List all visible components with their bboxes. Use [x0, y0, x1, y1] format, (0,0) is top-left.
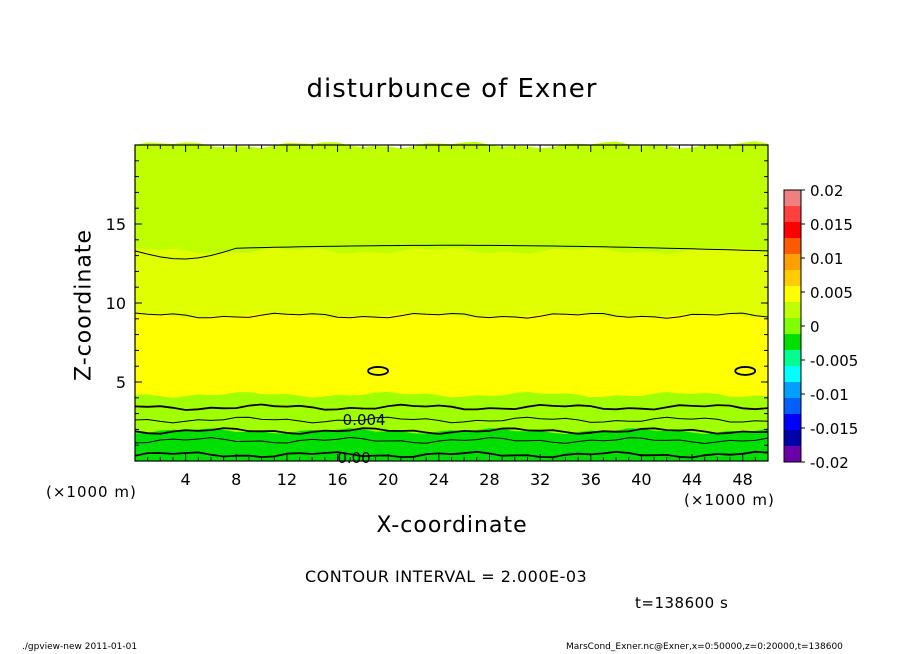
x-tick-label: 16	[327, 470, 347, 489]
colorbar-tick-label: 0	[810, 318, 820, 336]
x-tick-label: 44	[682, 470, 702, 489]
footer-program: ./gpview-new 2011-01-01	[22, 642, 138, 652]
x-tick-label: 12	[277, 470, 297, 489]
contour-line-layer	[134, 244, 769, 459]
x-axis-label: X-coordinate	[376, 513, 528, 538]
x-tick-label: 40	[631, 470, 651, 489]
time-stamp: t=138600 s	[635, 594, 729, 612]
colorbar-tick-label: -0.005	[810, 352, 858, 370]
contour-line	[134, 403, 769, 411]
colorbar-tick-label: 0.02	[810, 182, 843, 200]
colorbar-swatch	[784, 318, 801, 335]
colorbar-swatch	[784, 206, 801, 223]
colorbar-swatch	[784, 414, 801, 431]
colorbar-swatch	[784, 286, 801, 303]
contour-label-layer: 0.004 0.00	[337, 411, 385, 467]
colorbar-tick-label: 0.005	[810, 284, 853, 302]
colorbar-tick-label: -0.01	[810, 386, 849, 404]
colorbar-swatch	[784, 222, 801, 239]
y-axis-label: Z-coordinate	[71, 229, 97, 381]
colorbar-swatch	[784, 238, 801, 255]
x-tick-label: 20	[378, 470, 398, 489]
colorbar-tick-label: 0.015	[810, 216, 853, 234]
closed-contour	[734, 366, 757, 376]
colorbar-swatch	[784, 254, 801, 271]
colorbar-swatch	[784, 270, 801, 287]
colorbar-swatch	[784, 430, 801, 447]
colorbar-tick-label: -0.015	[810, 420, 858, 438]
y-tick-label: 10	[106, 294, 126, 313]
x-tick-label: 4	[181, 470, 191, 489]
chart-title: disturbunce of Exner	[306, 74, 598, 104]
contour-line	[134, 436, 769, 445]
colorbar-swatch	[784, 398, 801, 415]
footer-source: MarsCond_Exner.nc@Exner,x=0:50000,z=0:20…	[566, 642, 843, 652]
colorbar-swatch	[784, 334, 801, 351]
colorbar-tick-label: 0.01	[810, 250, 843, 268]
contour-line	[134, 416, 769, 424]
y-tick-label: 5	[116, 373, 126, 392]
colorbar-swatch	[784, 302, 801, 319]
contour-line	[134, 427, 769, 435]
contour-label: 0.004	[343, 411, 386, 429]
colorbar-swatch	[784, 382, 801, 399]
contour-fill-layer	[135, 141, 768, 462]
contour-label: 0.00	[337, 449, 370, 467]
x-tick-label: 36	[581, 470, 601, 489]
y-tick-label: 15	[106, 215, 126, 234]
x-tick-label: 32	[530, 470, 550, 489]
colorbar-swatch	[784, 446, 801, 463]
x-tick-label: 48	[733, 470, 753, 489]
y-axis: 5 10 15	[106, 160, 768, 446]
x-tick-label: 8	[231, 470, 241, 489]
colorbar-swatch	[784, 350, 801, 367]
colorbar-swatch	[784, 366, 801, 383]
x-axis: 4 8 12 16 20 24 28 32 36 40 44 48	[147, 145, 756, 489]
x-unit-label-left: (×1000 m)	[46, 483, 137, 501]
contour-line	[134, 312, 769, 319]
colorbar-tick-label: -0.02	[810, 454, 849, 472]
x-tick-label: 28	[479, 470, 499, 489]
contour-line	[134, 450, 769, 459]
contour-line	[134, 244, 769, 260]
colorbar-swatch	[784, 190, 801, 207]
closed-contour	[367, 366, 389, 376]
x-tick-label: 24	[429, 470, 449, 489]
contour-interval-note: CONTOUR INTERVAL = 2.000E-03	[305, 567, 588, 586]
x-unit-label-right: (×1000 m)	[684, 491, 775, 509]
colorbar: 0.02 0.015 0.01 0.005 0 -0.005 -0.01 -0.015 -0.0…	[783, 182, 858, 472]
